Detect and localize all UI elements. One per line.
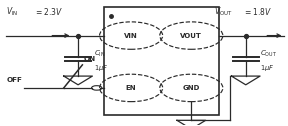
Text: VIN: VIN	[124, 33, 138, 39]
Text: $V_{\mathregular{IN}}$: $V_{\mathregular{IN}}$	[6, 6, 19, 18]
Text: ON: ON	[84, 56, 96, 62]
Text: $1\mu F$: $1\mu F$	[260, 63, 274, 73]
Text: $= 1.8V$: $= 1.8V$	[243, 6, 272, 17]
Text: $= 2.3V$: $= 2.3V$	[34, 6, 63, 17]
Text: $V_{\mathregular{OUT}}$: $V_{\mathregular{OUT}}$	[214, 6, 233, 18]
Text: OFF: OFF	[6, 77, 22, 83]
Text: $C_{\mathregular{IN}}$: $C_{\mathregular{IN}}$	[94, 49, 105, 59]
Text: EN: EN	[126, 85, 137, 91]
Text: VOUT: VOUT	[180, 33, 202, 39]
Bar	[104, 7, 219, 115]
Text: $1\mu F$: $1\mu F$	[94, 63, 108, 73]
Text: GND: GND	[183, 85, 200, 91]
Text: $C_{\mathregular{OUT}}$: $C_{\mathregular{OUT}}$	[260, 49, 277, 59]
